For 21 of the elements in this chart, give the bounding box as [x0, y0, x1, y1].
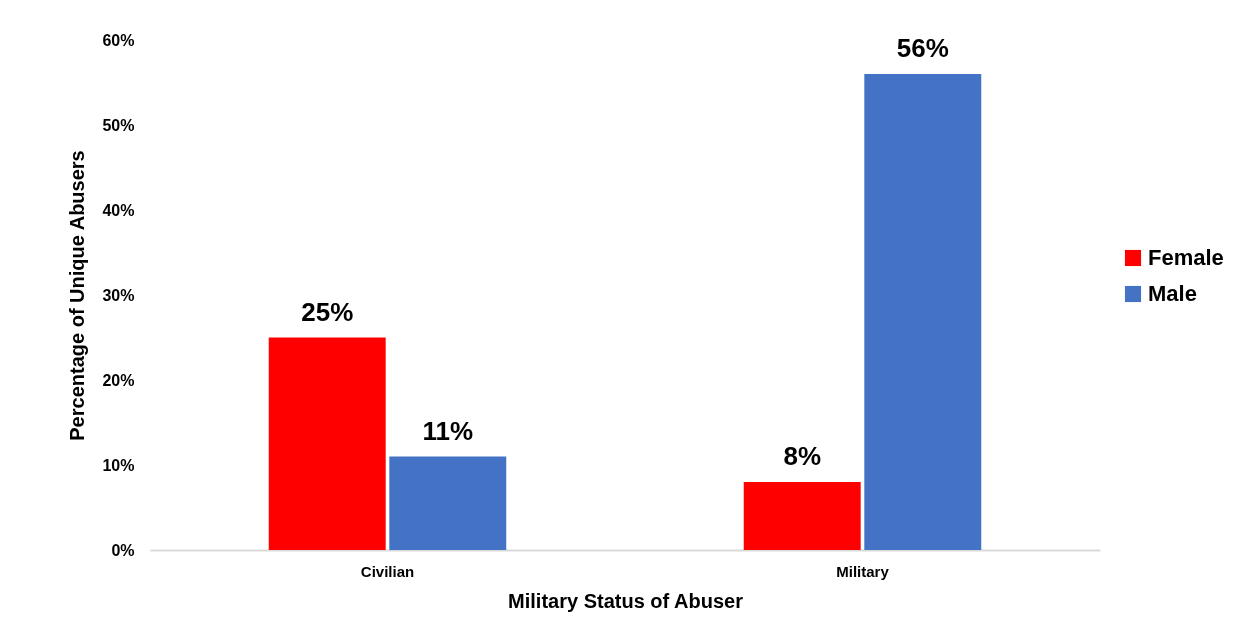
bar [268, 337, 386, 550]
y-tick-label: 40% [102, 201, 135, 219]
x-axis-title: Military Status of Abuser [508, 589, 744, 612]
legend-label: Female [1148, 245, 1224, 270]
bar [864, 74, 982, 550]
y-tick-label: 20% [102, 371, 135, 389]
data-label: 25% [301, 296, 354, 327]
data-label: 56% [896, 33, 949, 63]
y-tick-label: 60% [102, 31, 135, 49]
x-tick-label: Military [836, 562, 890, 580]
y-tick-label: 10% [102, 456, 135, 474]
y-axis-title: Percentage of Unique Abusers [66, 150, 89, 441]
data-label: 11% [422, 415, 474, 446]
y-tick-label: 30% [102, 286, 135, 304]
y-tick-label: 0% [111, 541, 135, 559]
y-tick-label: 50% [102, 116, 135, 134]
bar [389, 456, 507, 550]
legend-label: Male [1148, 281, 1197, 306]
bar [743, 482, 861, 550]
data-label: 8% [783, 441, 822, 471]
x-tick-label: Civilian [360, 562, 415, 580]
